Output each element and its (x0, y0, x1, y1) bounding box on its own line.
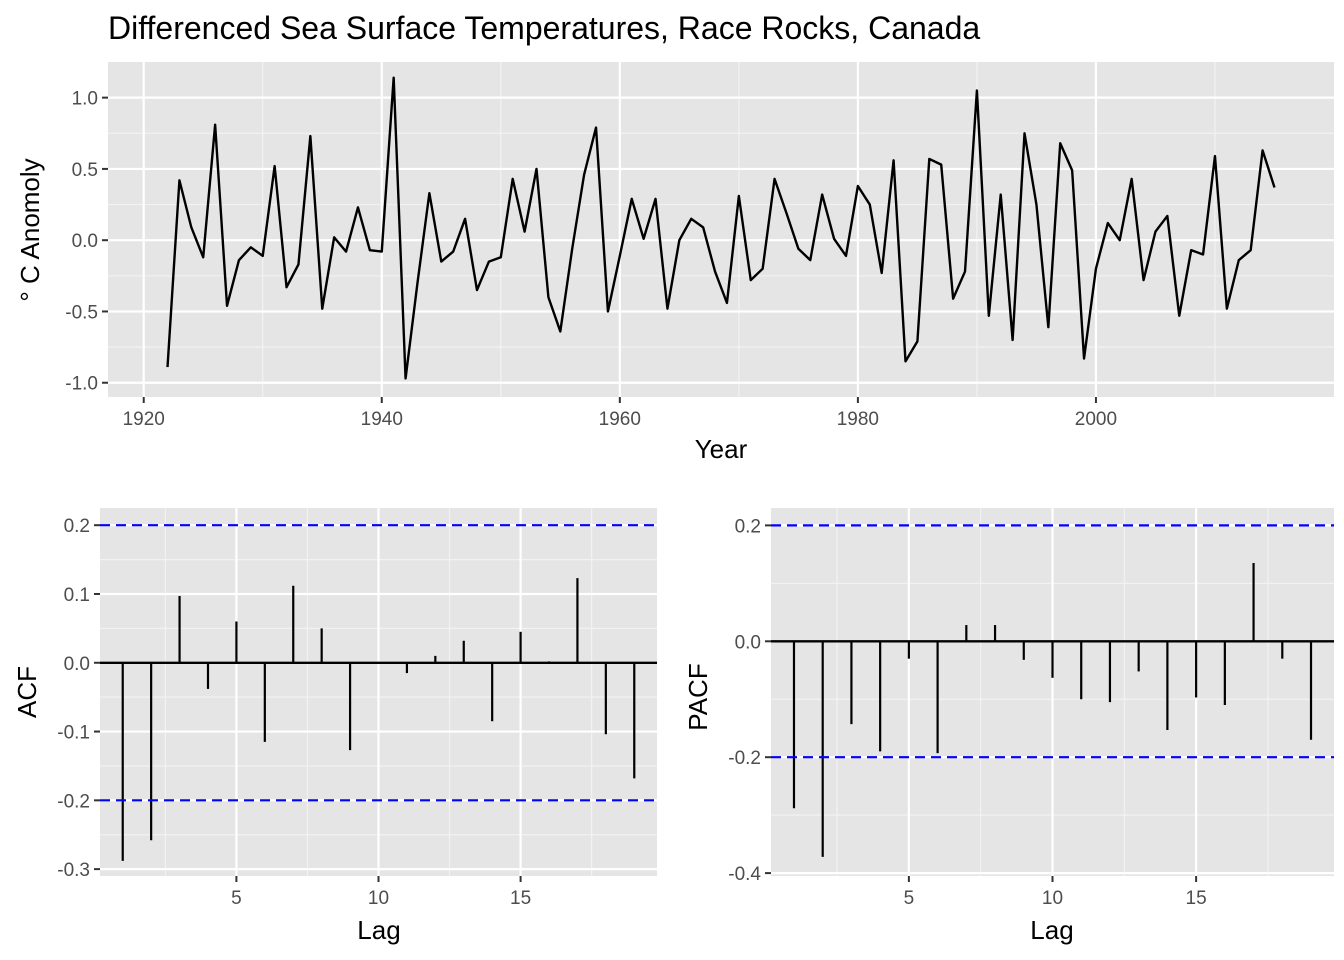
line-x-tick-label: 1920 (123, 409, 165, 430)
series-line (166, 76, 1276, 380)
acf-y-tick-label: 0.1 (64, 585, 90, 606)
line-y-axis-title: ° C Anomoly (15, 158, 45, 301)
line-x-axis-title: Year (695, 434, 748, 464)
line-y-tick-label: 0.0 (72, 231, 98, 252)
pacf-y-tick-label: -0.4 (728, 864, 761, 885)
line-x-tick-label: 2000 (1075, 409, 1117, 430)
line-y-tick-label: -1.0 (65, 374, 98, 395)
acf-x-tick-label: 10 (368, 888, 389, 909)
acf-y-tick-label: -0.2 (57, 791, 90, 812)
acf-x-ticks: 5 10 15 (231, 876, 531, 909)
acf-x-axis-title: Lag (357, 915, 400, 945)
line-x-tick-label: 1940 (361, 409, 403, 430)
acf-y-tick-label: -0.1 (57, 723, 90, 744)
pacf-panel-marks (771, 524, 1334, 857)
line-y-tick-label: -0.5 (65, 302, 98, 323)
acf-y-tick-label: 0.0 (64, 654, 90, 675)
chart-title: Differenced Sea Surface Temperatures, Ra… (108, 10, 980, 46)
line-y-ticks: -1.0 -0.5 0.0 0.5 1.0 (65, 89, 108, 395)
acf-panel-marks (100, 524, 657, 861)
acf-y-tick-label: 0.2 (64, 516, 90, 537)
line-panel-marks (166, 76, 1276, 380)
acf-y-axis-title: ACF (12, 666, 42, 718)
line-panel-background (108, 62, 1334, 397)
pacf-x-ticks: 5 10 15 (904, 876, 1207, 909)
line-x-ticks: 1920 1940 1960 1980 2000 (123, 397, 1117, 430)
acf-y-tick-label: -0.3 (57, 860, 90, 881)
line-y-tick-label: 1.0 (72, 89, 98, 110)
pacf-x-tick-label: 5 (904, 888, 915, 909)
pacf-y-tick-label: -0.2 (728, 748, 761, 769)
acf-x-tick-label: 15 (510, 888, 531, 909)
acf-y-ticks: -0.3 -0.2 -0.1 0.0 0.1 0.2 (57, 516, 100, 881)
acf-x-tick-label: 5 (231, 888, 242, 909)
line-x-tick-label: 1960 (599, 409, 641, 430)
pacf-y-axis-title: PACF (683, 663, 713, 730)
pacf-y-ticks: -0.4 -0.2 0.0 0.2 (728, 516, 771, 885)
line-y-tick-label: 0.5 (72, 160, 98, 181)
line-x-tick-label: 1980 (837, 409, 879, 430)
pacf-x-tick-label: 15 (1186, 888, 1207, 909)
pacf-x-tick-label: 10 (1042, 888, 1063, 909)
pacf-x-axis-title: Lag (1030, 915, 1073, 945)
pacf-y-tick-label: 0.0 (735, 632, 761, 653)
pacf-y-tick-label: 0.2 (735, 516, 761, 537)
